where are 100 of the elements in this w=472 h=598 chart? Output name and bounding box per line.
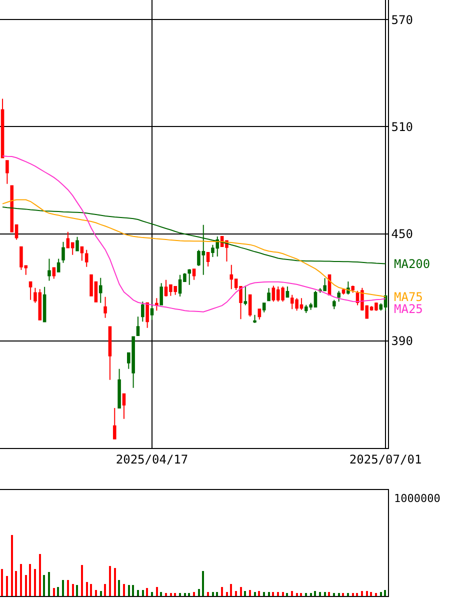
bar <box>333 593 335 596</box>
candlestick <box>262 302 266 313</box>
bar <box>72 584 74 596</box>
bar <box>34 569 36 596</box>
candlestick <box>206 252 210 267</box>
bar <box>375 593 377 596</box>
candlestick <box>136 316 140 336</box>
candlestick <box>332 299 336 310</box>
bar <box>137 590 139 596</box>
y-tick-label: 450 <box>391 227 413 242</box>
candlestick <box>267 288 270 302</box>
bar <box>207 592 209 596</box>
candlestick <box>230 264 234 290</box>
bar <box>277 592 279 596</box>
bar <box>202 571 204 596</box>
candlestick <box>42 286 46 322</box>
line-series <box>2 199 386 298</box>
candlestick <box>146 302 149 328</box>
bar <box>109 566 111 596</box>
candlestick <box>253 314 256 324</box>
bar <box>328 592 330 596</box>
bar <box>151 592 153 596</box>
bar <box>263 592 265 596</box>
bar <box>165 593 167 596</box>
text: 1000000 <box>394 492 440 505</box>
bar <box>11 535 13 596</box>
candlestick <box>248 294 252 318</box>
candlestick <box>0 98 4 158</box>
bar <box>268 592 270 596</box>
bar <box>81 565 83 596</box>
bar <box>384 590 386 596</box>
bar <box>356 593 358 596</box>
bar <box>114 568 116 596</box>
bar <box>90 584 92 596</box>
candlestick <box>258 308 262 320</box>
candlestick <box>160 282 163 306</box>
bar <box>226 592 228 596</box>
bar <box>76 585 78 596</box>
candlestick <box>112 408 116 440</box>
candlestick <box>80 246 84 262</box>
bar <box>146 588 148 596</box>
bar <box>43 575 45 596</box>
bar <box>48 572 50 596</box>
bar <box>57 587 59 596</box>
bar <box>20 564 22 596</box>
bar <box>132 585 134 596</box>
series-label: MA25 <box>394 302 423 316</box>
bar <box>230 584 232 596</box>
candlestick <box>118 368 121 409</box>
candlestick <box>76 236 79 252</box>
bar <box>118 580 120 596</box>
bar <box>216 592 218 596</box>
bar <box>380 592 382 596</box>
bar <box>15 571 17 596</box>
bar <box>305 593 307 596</box>
bar <box>212 592 214 596</box>
bar <box>296 593 298 596</box>
bar <box>29 564 31 596</box>
bar <box>1 569 3 596</box>
bar <box>244 591 246 596</box>
bar <box>240 587 242 596</box>
y-tick-label: 510 <box>391 120 413 134</box>
bar <box>282 592 284 596</box>
bar <box>95 590 97 596</box>
candlestick <box>104 296 107 318</box>
bar <box>39 554 41 596</box>
candlestick <box>52 267 56 280</box>
bar <box>254 592 256 596</box>
candlestick <box>141 301 144 322</box>
bar <box>128 585 130 596</box>
candlestick <box>122 393 126 420</box>
bar <box>286 593 288 596</box>
bar <box>221 587 223 596</box>
bar <box>104 584 106 596</box>
bar <box>198 589 200 596</box>
bar <box>142 590 144 596</box>
candlestick <box>188 268 192 286</box>
candlestick <box>6 160 9 184</box>
bar <box>272 592 274 596</box>
bar <box>361 591 363 596</box>
x-tick-label: 2025/07/01 <box>349 452 422 466</box>
candlestick <box>62 241 65 264</box>
bar <box>100 591 102 596</box>
candlestick <box>56 258 60 272</box>
bar <box>366 591 368 596</box>
bar <box>184 593 186 596</box>
candlestick <box>98 277 102 304</box>
bar <box>67 580 69 596</box>
candlestick <box>155 298 158 312</box>
candlestick <box>48 258 51 282</box>
bar <box>319 592 321 596</box>
candlestick <box>351 285 354 294</box>
y-tick-label: 570 <box>391 12 413 27</box>
bar <box>174 593 176 596</box>
bar <box>249 590 251 596</box>
bar <box>314 591 316 596</box>
line-series <box>2 156 386 312</box>
bar <box>6 576 8 596</box>
bar <box>160 592 162 596</box>
bar <box>25 575 27 596</box>
